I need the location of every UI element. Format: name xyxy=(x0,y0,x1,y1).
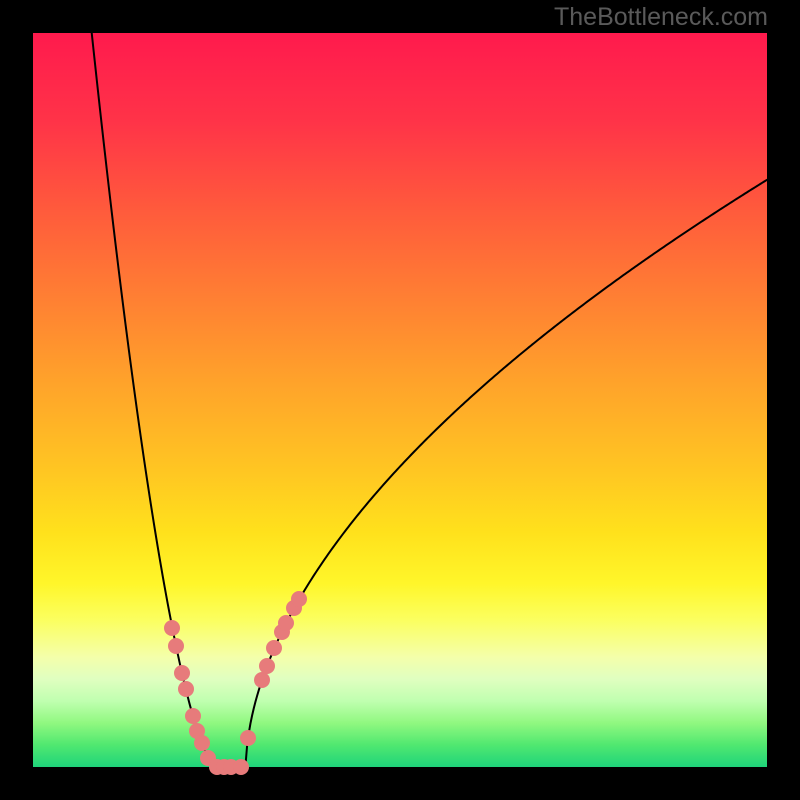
curve-marker xyxy=(178,681,194,697)
watermark-text: TheBottleneck.com xyxy=(554,3,768,32)
curve-marker xyxy=(194,735,210,751)
curve-marker xyxy=(233,759,249,775)
curve-marker xyxy=(174,665,190,681)
curve-marker xyxy=(168,638,184,654)
markers-layer xyxy=(0,0,800,800)
chart-stage: TheBottleneck.com xyxy=(0,0,800,800)
curve-marker xyxy=(259,658,275,674)
curve-marker xyxy=(266,640,282,656)
curve-marker xyxy=(164,620,180,636)
curve-marker xyxy=(254,672,270,688)
curve-marker xyxy=(240,730,256,746)
curve-marker xyxy=(278,615,294,631)
curve-marker xyxy=(291,591,307,607)
